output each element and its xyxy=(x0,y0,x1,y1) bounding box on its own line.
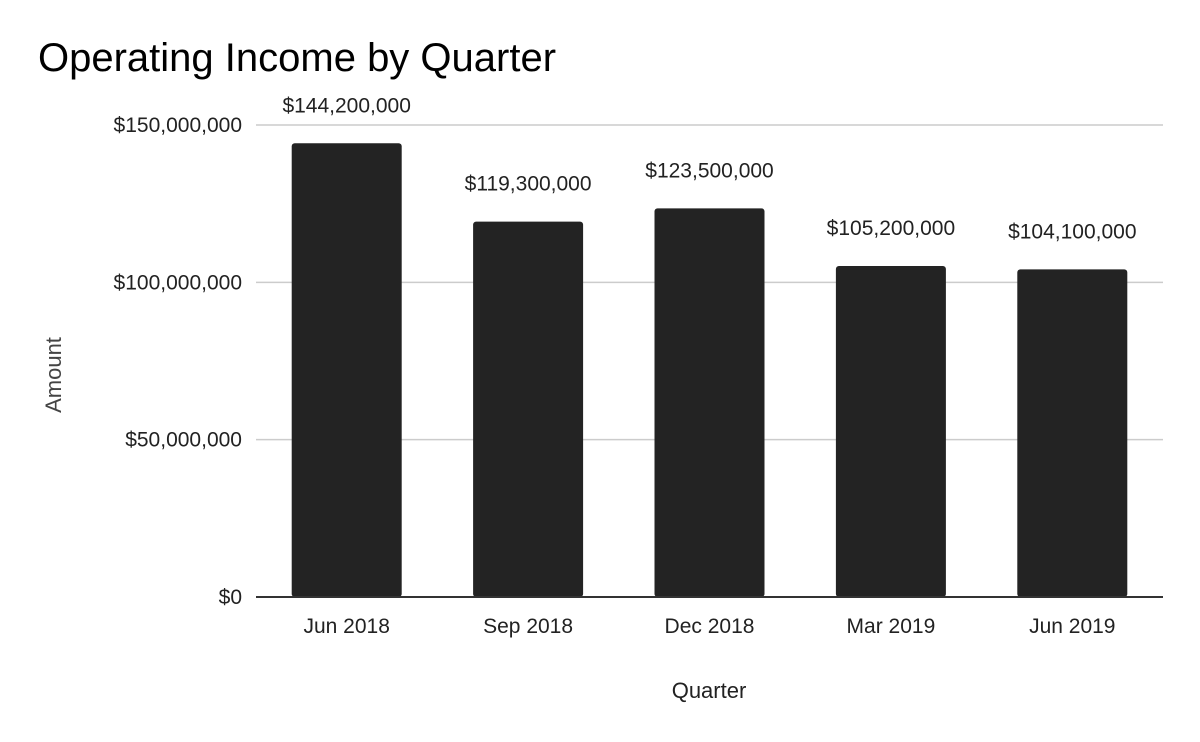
x-axis-title: Quarter xyxy=(672,678,747,703)
x-tick-label: Sep 2018 xyxy=(483,615,573,638)
y-axis-ticks: $0 $50,000,000 $100,000,000 $150,000,000 xyxy=(114,114,242,609)
x-tick-label: Jun 2018 xyxy=(303,615,389,638)
data-label: $119,300,000 xyxy=(465,173,592,196)
y-tick-label: $50,000,000 xyxy=(125,429,242,452)
data-label: $105,200,000 xyxy=(827,217,955,240)
y-axis-title: Amount xyxy=(41,337,66,413)
data-labels: $144,200,000 $119,300,000 $123,500,000 $105… xyxy=(282,94,1136,243)
data-label: $144,200,000 xyxy=(282,94,410,117)
x-tick-label: Jun 2019 xyxy=(1029,615,1115,638)
chart-title: Operating Income by Quarter xyxy=(38,36,557,80)
y-tick-label: $150,000,000 xyxy=(114,114,242,137)
data-label: $104,100,000 xyxy=(1008,220,1136,243)
x-tick-label: Dec 2018 xyxy=(665,615,755,638)
y-tick-label: $100,000,000 xyxy=(114,271,242,294)
bar xyxy=(835,265,946,597)
bar xyxy=(473,221,584,597)
bar xyxy=(654,208,765,598)
x-axis-ticks: Jun 2018 Sep 2018 Dec 2018 Mar 2019 Jun 2019 xyxy=(303,615,1115,638)
y-tick-label: $0 xyxy=(219,586,242,609)
x-tick-label: Mar 2019 xyxy=(847,615,936,638)
data-label: $123,500,000 xyxy=(645,159,773,182)
bars xyxy=(291,143,1128,598)
bar xyxy=(291,143,402,597)
bar xyxy=(1017,269,1128,597)
